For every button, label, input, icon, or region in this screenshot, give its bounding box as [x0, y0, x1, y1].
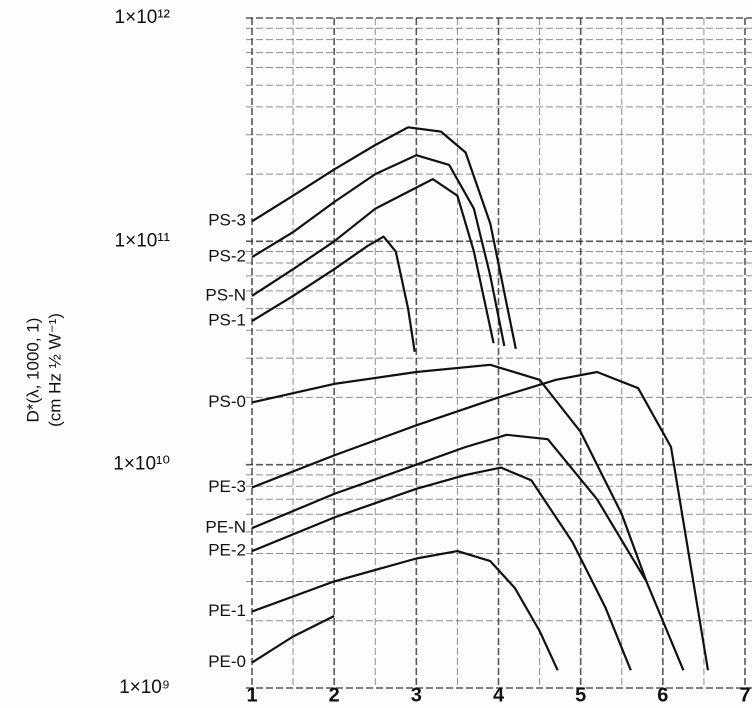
series-label: PS-1	[208, 310, 246, 329]
x-tick-label: 5	[575, 684, 586, 706]
x-tick-label: 2	[329, 684, 340, 706]
x-tick-label: 3	[411, 684, 422, 706]
series-line	[251, 126, 517, 350]
series-label: PE-2	[208, 541, 246, 560]
series-line	[251, 433, 685, 671]
y-axis-label: D*(λ, 1000, 1)	[23, 318, 42, 423]
series-label: PE-N	[205, 518, 246, 537]
x-tick-label: 1	[246, 684, 257, 706]
y-tick-label: 1×10¹²	[115, 7, 170, 28]
x-tick-label: 4	[493, 684, 505, 706]
series-line	[251, 154, 506, 347]
series-label: PE-1	[208, 601, 246, 620]
series-label: PS-N	[205, 285, 246, 304]
x-tick-label: 7	[739, 684, 750, 706]
series-line	[251, 178, 495, 344]
y-tick-label: 1×10⁹	[119, 677, 170, 698]
x-tick-label: 6	[657, 684, 668, 706]
series-label: PE-0	[208, 652, 246, 671]
series-line	[251, 363, 648, 582]
y-tick-label: 1×10¹¹	[115, 230, 170, 251]
series-label: PS-3	[208, 211, 246, 230]
series-line	[251, 550, 559, 671]
series-line	[251, 235, 416, 352]
y-tick-label: 1×10¹⁰	[113, 454, 170, 475]
series-line	[251, 370, 710, 671]
y-axis-units: (cm Hz ½ W⁻¹)	[45, 313, 64, 427]
series-label: PE-3	[208, 477, 246, 496]
series-line	[251, 466, 632, 671]
series-line	[251, 615, 335, 664]
series-label: PS-2	[208, 247, 246, 266]
series-label: PS-0	[208, 392, 246, 411]
